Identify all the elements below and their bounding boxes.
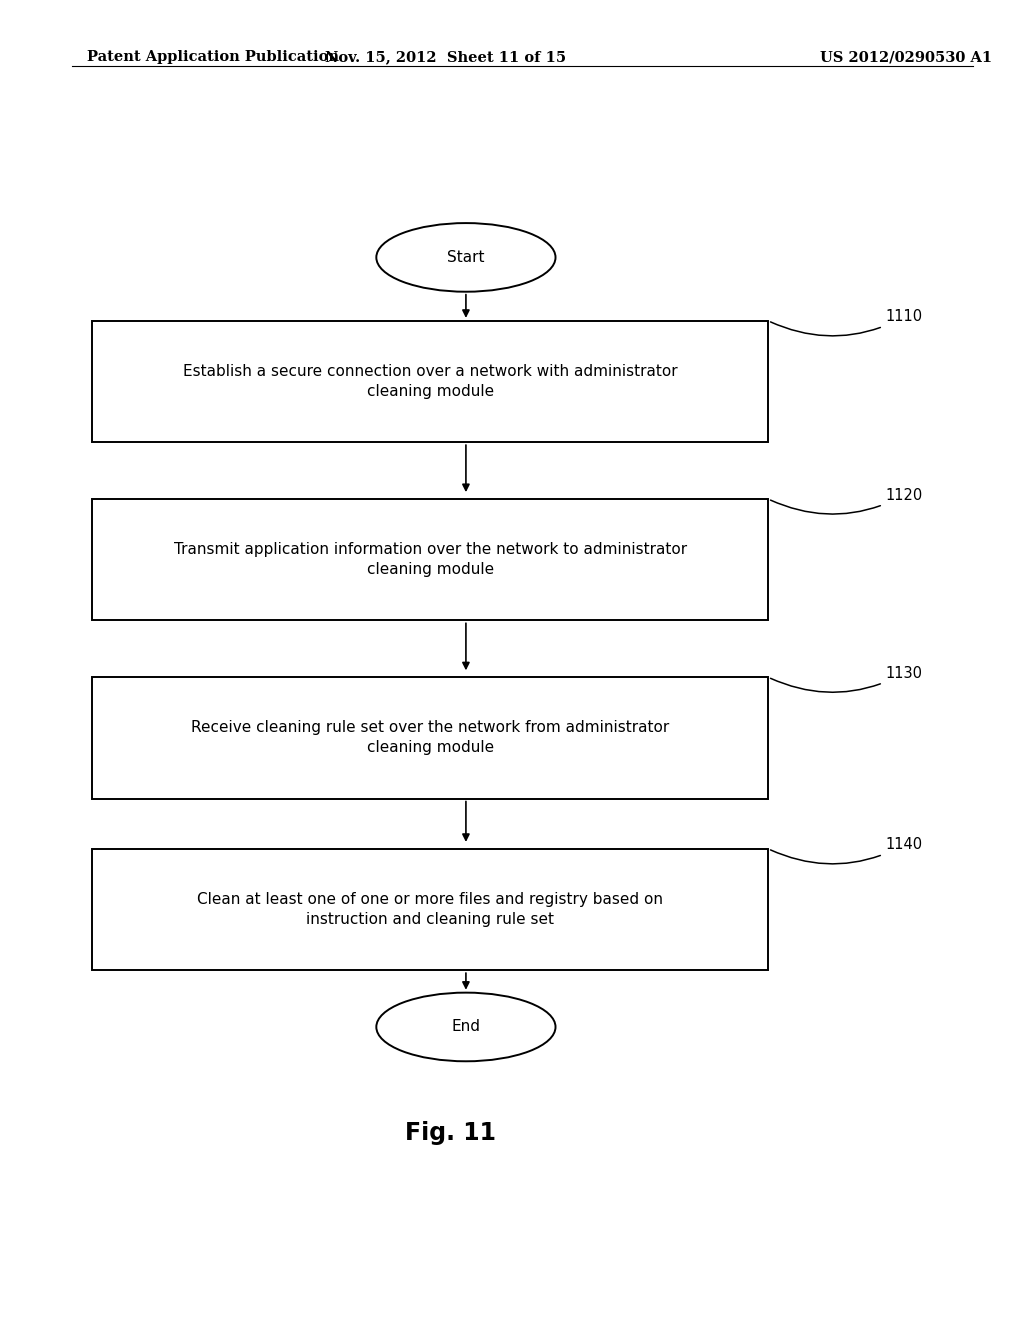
Text: Patent Application Publication: Patent Application Publication bbox=[87, 50, 339, 65]
Text: 1130: 1130 bbox=[770, 665, 923, 692]
Text: End: End bbox=[452, 1019, 480, 1035]
Text: Start: Start bbox=[447, 249, 484, 265]
Text: Receive cleaning rule set over the network from administrator
cleaning module: Receive cleaning rule set over the netwo… bbox=[190, 721, 670, 755]
FancyBboxPatch shape bbox=[92, 321, 768, 442]
Text: Fig. 11: Fig. 11 bbox=[406, 1121, 496, 1144]
Text: Transmit application information over the network to administrator
cleaning modu: Transmit application information over th… bbox=[173, 543, 687, 577]
FancyBboxPatch shape bbox=[92, 677, 768, 799]
FancyBboxPatch shape bbox=[92, 499, 768, 620]
Text: 1120: 1120 bbox=[770, 487, 923, 513]
Text: Clean at least one of one or more files and registry based on
instruction and cl: Clean at least one of one or more files … bbox=[197, 892, 664, 927]
Text: Nov. 15, 2012  Sheet 11 of 15: Nov. 15, 2012 Sheet 11 of 15 bbox=[325, 50, 566, 65]
FancyBboxPatch shape bbox=[92, 849, 768, 970]
Text: 1140: 1140 bbox=[770, 837, 923, 863]
Text: US 2012/0290530 A1: US 2012/0290530 A1 bbox=[820, 50, 992, 65]
Text: 1110: 1110 bbox=[770, 309, 923, 335]
Text: Establish a secure connection over a network with administrator
cleaning module: Establish a secure connection over a net… bbox=[182, 364, 678, 399]
